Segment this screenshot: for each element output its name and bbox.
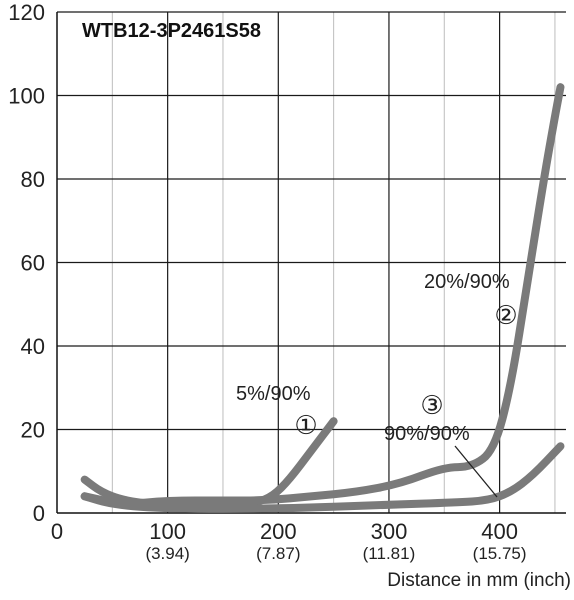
x-tick-sublabel: (11.81): [363, 544, 416, 563]
y-tick-label: 60: [21, 251, 45, 276]
series-label-2: 20%/90%: [424, 271, 510, 293]
y-tick-label: 40: [21, 334, 45, 359]
grid: [57, 11, 566, 513]
y-tick-label: 80: [21, 167, 45, 192]
x-tick-label: 200: [260, 519, 297, 544]
chart-title: WTB12-3P2461S58: [82, 20, 261, 42]
series-marker-3: ③: [420, 391, 443, 421]
series-marker-1: ①: [294, 411, 317, 441]
series-label-1: 5%/90%: [236, 383, 311, 405]
y-tick-label: 100: [8, 84, 45, 109]
x-tick-label: 0: [51, 519, 63, 544]
series-3-leader-line: [454, 445, 498, 498]
series-lines: [80, 83, 565, 513]
x-tick-label: 400: [481, 519, 518, 544]
x-tick-label: 100: [149, 519, 186, 544]
x-tick-sublabel: (7.87): [256, 544, 300, 563]
y-tick-label: 0: [33, 501, 45, 526]
y-tick-label: 120: [8, 0, 45, 25]
series-label-3: 90%/90%: [384, 423, 470, 445]
series-labels: 5%/90% ① 20%/90% ② 90%/90%③: [236, 271, 518, 498]
series-marker-2: ②: [494, 301, 517, 331]
x-tick-sublabel: (3.94): [145, 544, 189, 563]
x-axis-label: Distance in mm (inch): [387, 570, 571, 591]
y-tick-label: 20: [21, 418, 45, 443]
series-line-2: [80, 83, 565, 508]
series-line-3: [80, 442, 565, 513]
x-tick-sublabel: (15.75): [473, 544, 527, 563]
x-tick-label: 300: [371, 519, 408, 544]
